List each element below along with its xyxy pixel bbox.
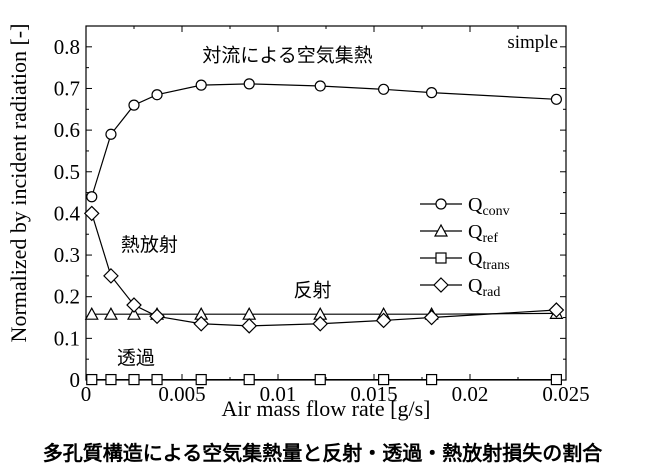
data-point-ref bbox=[126, 306, 142, 320]
legend-marker bbox=[433, 223, 449, 237]
line-chart: 0 0.005 0.01 0.015 0.02 0.025 0 0.1 0.2 0.3 0.4 0.5… bbox=[6, 24, 590, 421]
y-tick-label: 0.7 bbox=[54, 76, 80, 100]
data-point-conv bbox=[550, 93, 563, 105]
data-point-trans bbox=[314, 373, 326, 386]
x-tick-label: 0.02 bbox=[452, 382, 489, 406]
legend-entry-trans: Qtrans bbox=[420, 248, 510, 273]
legend-label: Qref bbox=[468, 221, 498, 246]
y-tick-label: 0.5 bbox=[54, 160, 80, 184]
legend-label-subscript: rad bbox=[482, 285, 500, 300]
series-line-conv bbox=[91, 83, 557, 197]
data-point-rad bbox=[149, 308, 165, 325]
legend-label: Qconv bbox=[468, 194, 510, 219]
y-tick-label: 0.4 bbox=[54, 201, 81, 225]
legend-label: Qrad bbox=[468, 275, 500, 300]
data-point-ref bbox=[84, 306, 99, 320]
y-tick-label: 0.6 bbox=[54, 118, 80, 142]
data-point-conv bbox=[243, 78, 255, 90]
y-tick-label: 0.2 bbox=[54, 285, 80, 309]
series-trans bbox=[86, 373, 563, 386]
data-point-rad bbox=[83, 205, 100, 222]
legend-entry-rad: Qrad bbox=[420, 275, 500, 300]
data-point-conv bbox=[378, 83, 390, 95]
axes: 0 0.005 0.01 0.015 0.02 0.025 0 0.1 0.2 0.3 0.4 0.5… bbox=[6, 24, 590, 421]
annotation-label: 反射 bbox=[294, 280, 332, 302]
data-point-trans bbox=[151, 373, 163, 386]
corner-label: simple bbox=[507, 32, 558, 53]
x-axis-title: Air mass flow rate [g/s] bbox=[222, 396, 431, 421]
legend-label-subscript: trans bbox=[482, 258, 509, 273]
legend-entry-ref: Qref bbox=[420, 221, 498, 246]
plot-frame bbox=[85, 25, 567, 381]
data-point-trans bbox=[195, 373, 207, 386]
data-point-rad bbox=[375, 312, 392, 329]
data-point-conv bbox=[151, 89, 163, 101]
y-tick-label: 0.3 bbox=[54, 243, 80, 267]
data-point-conv bbox=[195, 79, 207, 91]
legend-marker bbox=[435, 198, 447, 210]
series-line-ref bbox=[91, 312, 557, 315]
data-point-rad bbox=[193, 315, 210, 332]
data-point-trans bbox=[105, 373, 117, 386]
data-point-trans bbox=[243, 373, 255, 386]
x-tick-label: 0.01 bbox=[260, 382, 297, 406]
data-point-rad bbox=[103, 268, 119, 284]
data-point-conv bbox=[426, 87, 438, 99]
series-line-rad bbox=[91, 213, 557, 327]
legend-entry-conv: Qconv bbox=[420, 194, 510, 219]
x-tick-label: 0.015 bbox=[350, 382, 397, 406]
data-point-rad bbox=[241, 318, 258, 334]
legend-label-subscript: ref bbox=[482, 231, 498, 246]
data-point-rad bbox=[548, 302, 565, 318]
x-tick-label: 0.025 bbox=[542, 382, 589, 406]
legend-label: Qtrans bbox=[468, 248, 510, 273]
series-group bbox=[83, 78, 565, 386]
y-tick-label: 0.1 bbox=[54, 326, 80, 350]
data-point-trans bbox=[86, 373, 98, 386]
data-point-rad bbox=[423, 309, 440, 326]
y-tick-label: 0 bbox=[70, 368, 81, 392]
legend-marker bbox=[435, 252, 447, 264]
data-point-trans bbox=[378, 373, 390, 386]
series-conv bbox=[86, 78, 563, 203]
data-point-trans bbox=[550, 373, 563, 386]
x-tick-label: 0 bbox=[81, 382, 92, 406]
data-point-rad bbox=[126, 297, 142, 313]
data-point-conv bbox=[314, 80, 326, 92]
legend-marker bbox=[433, 277, 449, 293]
figure-caption: 多孔質構造による空気集熱量と反射・透過・熱放射損失の割合 bbox=[42, 441, 603, 465]
x-tick-label: 0.005 bbox=[158, 382, 205, 406]
data-point-trans bbox=[426, 373, 438, 386]
annotation-label: 対流による空気集熱 bbox=[202, 44, 372, 66]
data-point-ref bbox=[103, 306, 118, 320]
annotation-label: 熱放射 bbox=[121, 234, 178, 256]
data-point-conv bbox=[105, 128, 117, 140]
annotation-label: 透過 bbox=[117, 347, 155, 369]
data-point-conv bbox=[128, 99, 140, 111]
data-point-trans bbox=[128, 373, 140, 386]
data-point-conv bbox=[86, 191, 98, 203]
data-point-rad bbox=[312, 315, 329, 332]
y-tick-label: 0.8 bbox=[54, 35, 80, 59]
series-rad bbox=[83, 205, 565, 334]
y-axis-title: Normalized by incident radiation [-] bbox=[6, 24, 31, 343]
legend-label-subscript: conv bbox=[482, 204, 509, 219]
